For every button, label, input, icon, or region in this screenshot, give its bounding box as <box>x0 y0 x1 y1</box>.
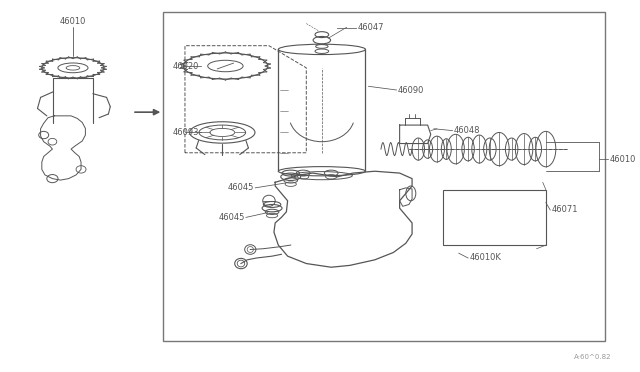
Text: 46010: 46010 <box>609 155 636 164</box>
Text: 46045: 46045 <box>228 183 254 192</box>
Bar <box>443 190 546 245</box>
Text: 46093: 46093 <box>173 128 199 137</box>
Text: 46090: 46090 <box>398 86 424 94</box>
Text: 46045: 46045 <box>218 213 244 222</box>
Bar <box>163 13 605 341</box>
Text: 46047: 46047 <box>357 23 384 32</box>
Text: 46010K: 46010K <box>469 253 501 263</box>
Text: A·60^0.82: A·60^0.82 <box>573 353 611 359</box>
Text: 46020: 46020 <box>173 61 199 71</box>
Text: 46048: 46048 <box>454 126 480 135</box>
Text: 46010: 46010 <box>60 17 86 26</box>
Text: 46071: 46071 <box>552 205 578 215</box>
